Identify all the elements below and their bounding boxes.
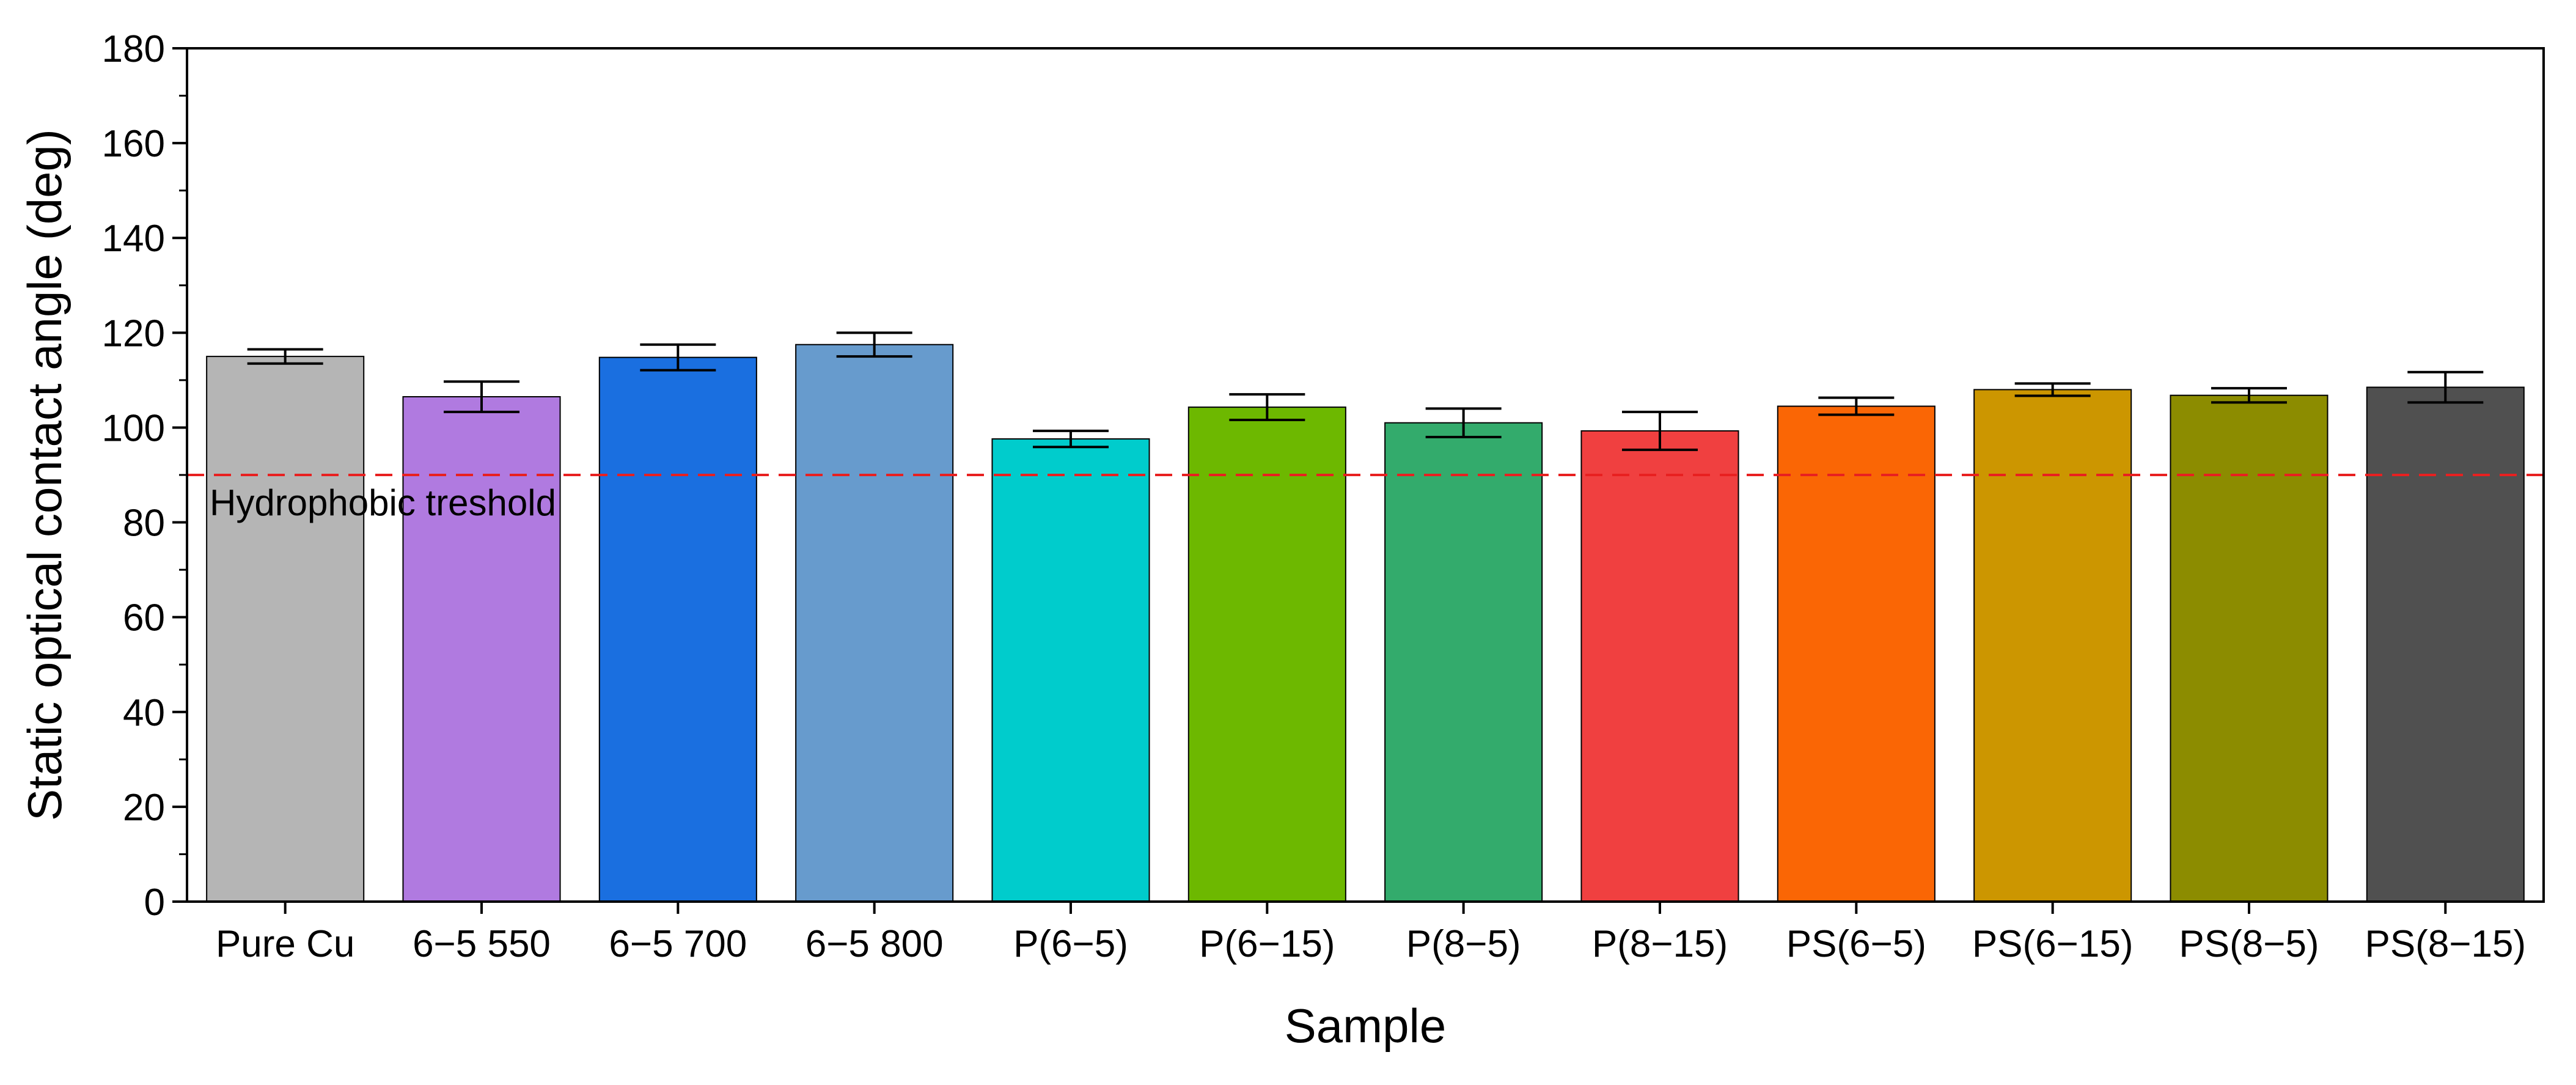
bar <box>1973 389 2132 902</box>
y-axis-title: Static optical contact angle (deg) <box>18 129 72 821</box>
x-tick-label: PS(8−15) <box>2365 923 2526 965</box>
x-tick-label: Pure Cu <box>216 923 354 965</box>
x-tick-label: P(6−15) <box>1199 923 1335 965</box>
plot-frame <box>186 47 2545 903</box>
x-tick-label: PS(6−5) <box>1786 923 1926 965</box>
x-tick-label: PS(8−5) <box>2179 923 2319 965</box>
x-tick-label: P(8−5) <box>1406 923 1521 965</box>
x-tick-label: P(8−15) <box>1592 923 1728 965</box>
bar <box>402 396 561 902</box>
y-tick-label: 20 <box>123 787 165 829</box>
bar <box>991 438 1150 902</box>
plot-area: Pure Cu 6−5 550 6−5 700 6−5 800 P(6−5) P(6−15… <box>102 28 2545 965</box>
y-tick-label: 140 <box>102 218 165 260</box>
y-tick-label: 100 <box>102 407 165 449</box>
bar <box>1777 405 1936 902</box>
y-tick-label: 80 <box>123 502 165 545</box>
bar <box>2366 386 2525 902</box>
y-tick-label: 0 <box>144 881 165 924</box>
bar <box>1580 430 1739 902</box>
x-tick-label: 6−5 800 <box>805 923 944 965</box>
bar <box>2170 394 2328 902</box>
x-tick-label: P(6−5) <box>1013 923 1128 965</box>
bar <box>206 356 365 902</box>
y-tick-label: 160 <box>102 123 165 165</box>
x-tick-label: 6−5 550 <box>413 923 551 965</box>
bar <box>1187 406 1346 902</box>
y-tick-label: 120 <box>102 312 165 355</box>
y-tick-label: 60 <box>123 597 165 639</box>
y-tick-label: 40 <box>123 692 165 734</box>
bar <box>598 356 757 902</box>
x-tick-label: 6−5 700 <box>609 923 747 965</box>
bar <box>1384 422 1543 902</box>
x-tick-label: PS(6−15) <box>1972 923 2134 965</box>
reference-line-label: Hydrophobic treshold <box>210 482 556 523</box>
bar <box>795 344 954 902</box>
y-tick-label: 180 <box>102 28 165 70</box>
x-axis-title: Sample <box>1285 999 1446 1053</box>
